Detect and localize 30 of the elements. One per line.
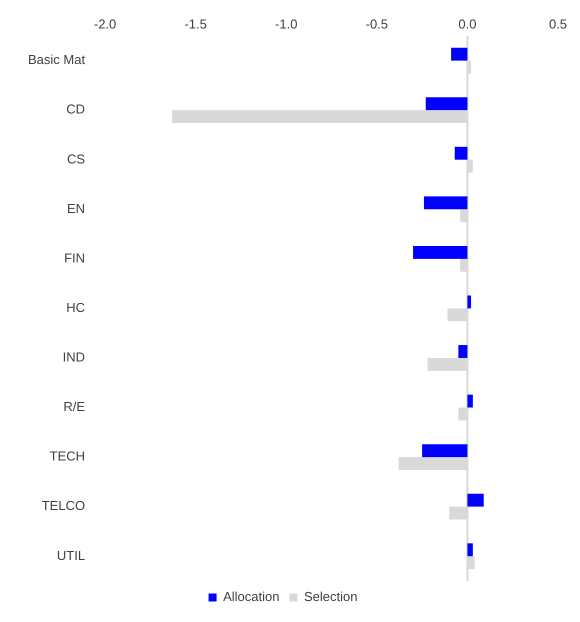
bar (454, 146, 468, 160)
y-tick-label: CD (66, 102, 86, 117)
bar (424, 196, 468, 210)
x-tick-label: -2.0 (94, 16, 116, 32)
y-tick-label: R/E (63, 399, 86, 414)
y-tick-label: TELCO (42, 498, 86, 514)
bar (426, 97, 468, 110)
y-tick-label: TECH (50, 448, 86, 464)
y-tick-label: UTIL (56, 548, 86, 563)
y-tick-label: EN (67, 200, 86, 216)
x-tick-label: -0.5 (366, 16, 388, 32)
y-tick-label: FIN (64, 250, 86, 266)
bar (467, 543, 473, 556)
bar (422, 444, 468, 458)
bar (451, 48, 468, 61)
bar (413, 246, 468, 259)
legend-label: Allocation (223, 589, 280, 604)
legend-label: Selection (304, 589, 358, 604)
x-tick-label: 0.5 (548, 16, 568, 32)
y-tick-label: CS (67, 151, 86, 166)
x-tick-label: 0.0 (458, 16, 476, 32)
y-tick-label: IND (62, 350, 86, 365)
x-tick-label: -1.0 (275, 16, 298, 32)
x-tick-label: -1.5 (184, 16, 207, 32)
bar (467, 296, 472, 308)
y-tick-label: HC (66, 300, 86, 315)
y-tick-label: Basic Mat (28, 52, 86, 68)
bar (467, 394, 473, 408)
bar (467, 494, 484, 507)
bar (458, 345, 468, 358)
